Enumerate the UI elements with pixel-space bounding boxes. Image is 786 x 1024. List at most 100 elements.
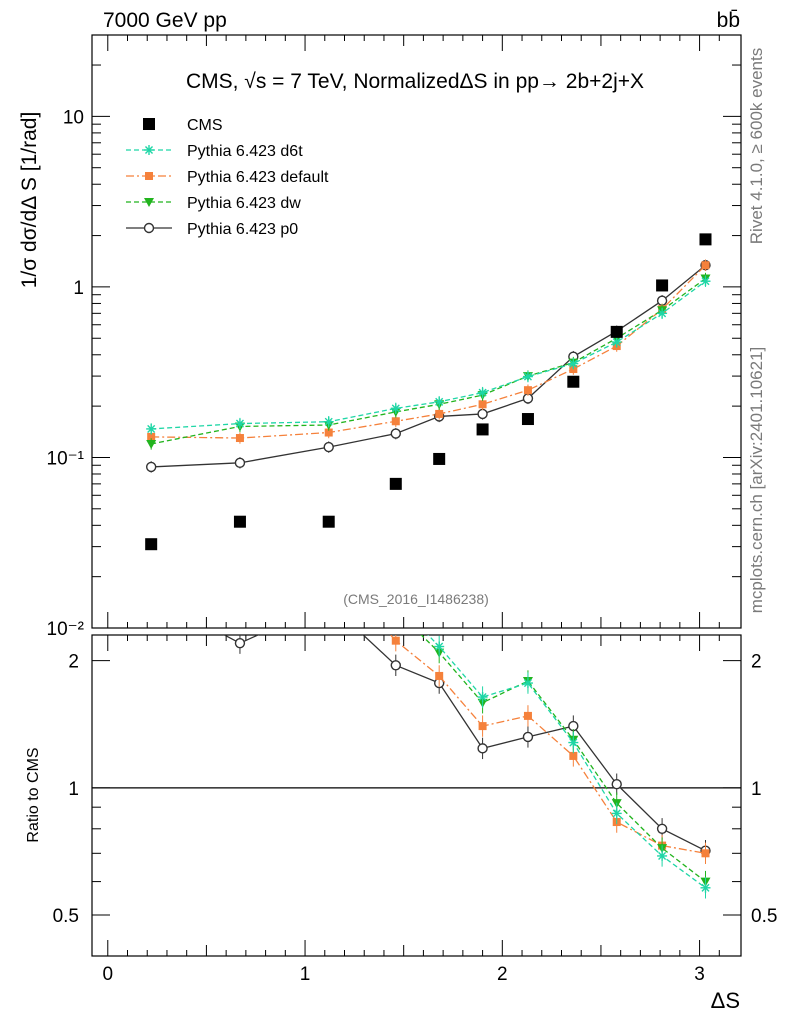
x-tick-label: 0 bbox=[102, 964, 113, 985]
ratio-point bbox=[569, 751, 578, 760]
data-point bbox=[611, 337, 622, 348]
legend-label: Pythia 6.423 default bbox=[187, 169, 329, 186]
data-point bbox=[476, 423, 489, 436]
ratio-pythia-6-423-d6t bbox=[146, 499, 711, 899]
ratio-point bbox=[523, 711, 532, 720]
ratio-point bbox=[522, 731, 534, 743]
legend-label: Pythia 6.423 d6t bbox=[187, 143, 303, 160]
data-point bbox=[234, 418, 245, 429]
data-point bbox=[145, 538, 158, 551]
main-axis-ticks bbox=[92, 34, 741, 629]
x-tick-label: 2 bbox=[497, 964, 508, 985]
data-point bbox=[233, 515, 246, 528]
data-point bbox=[701, 261, 710, 270]
ratio-point bbox=[701, 849, 710, 858]
ratio-point bbox=[434, 641, 445, 652]
ratio-line bbox=[427, 635, 706, 889]
main-panel: 10⁻² 10⁻¹ 1 10 1/σ dσ/dΔ S [1/rad] CMS, √s … bbox=[18, 34, 742, 640]
data-point bbox=[478, 400, 487, 409]
data-point bbox=[477, 387, 488, 398]
series-pythia-6-423-p0 bbox=[145, 259, 711, 473]
series-line bbox=[151, 280, 706, 430]
ratio-pythia-6-423-dw bbox=[235, 544, 711, 893]
series-line bbox=[151, 277, 706, 445]
data-point bbox=[322, 515, 335, 528]
ratio-line bbox=[389, 635, 706, 854]
legend-item: Pythia 6.423 default bbox=[126, 169, 329, 186]
data-point bbox=[521, 413, 534, 426]
series-line bbox=[151, 264, 706, 439]
main-y-tick-labels: 10⁻² 10⁻¹ 1 10 bbox=[47, 107, 85, 640]
ratio-pythia-6-423-p0 bbox=[147, 592, 711, 862]
ratio-point bbox=[611, 808, 622, 819]
ratio-ytick-label: 1 bbox=[68, 779, 79, 800]
ratio-ytick-label-right: 0.5 bbox=[751, 906, 777, 927]
data-point bbox=[656, 279, 669, 292]
ratio-series bbox=[146, 499, 711, 899]
ratio-point bbox=[477, 692, 488, 703]
ratio-axis-ticks bbox=[92, 635, 741, 957]
data-point bbox=[390, 403, 401, 414]
legend-marker bbox=[143, 118, 155, 130]
ratio-ytick-label: 2 bbox=[68, 652, 79, 673]
data-point bbox=[699, 233, 712, 246]
main-ylabel: 1/σ dσ/dΔ S [1/rad] bbox=[18, 112, 41, 289]
ratio-point bbox=[146, 499, 156, 509]
series-pythia-6-423-d6t bbox=[146, 275, 711, 435]
ratio-point bbox=[324, 544, 334, 553]
ratio-point bbox=[235, 548, 245, 557]
ratio-point bbox=[656, 823, 668, 834]
main-ytick-label: 10⁻² bbox=[47, 619, 85, 640]
ratio-point bbox=[324, 598, 333, 607]
ratio-point bbox=[391, 606, 401, 615]
ratio-point bbox=[236, 576, 244, 584]
legend-item: Pythia 6.423 dw bbox=[126, 195, 301, 212]
main-ytick-label: 10 bbox=[63, 107, 84, 128]
data-point bbox=[657, 308, 668, 319]
header-left: 7000 GeV pp bbox=[103, 9, 227, 32]
series-pythia-6-423-dw bbox=[146, 272, 711, 450]
analysis-label: (CMS_2016_I1486238) bbox=[343, 591, 489, 607]
ratio-point bbox=[147, 592, 156, 601]
main-frame bbox=[91, 34, 742, 629]
main-series bbox=[145, 233, 712, 551]
ratio-point bbox=[235, 540, 245, 550]
data-point bbox=[389, 477, 402, 490]
ratio-point bbox=[391, 636, 400, 645]
header-right: bb̄ bbox=[717, 9, 740, 32]
legend-item: Pythia 6.423 p0 bbox=[126, 221, 298, 238]
ratio-frame bbox=[91, 634, 742, 957]
x-tick-labels: 0 1 2 3 bbox=[102, 964, 704, 985]
data-point bbox=[324, 428, 333, 437]
legend-item: CMS bbox=[143, 117, 223, 134]
xlabel: ΔS bbox=[711, 988, 740, 1013]
series-line bbox=[151, 264, 706, 468]
ratio-point bbox=[325, 563, 333, 571]
ratio-ytick-label: 0.5 bbox=[53, 906, 79, 927]
data-point bbox=[435, 409, 444, 418]
ratio-ytick-label-right: 2 bbox=[751, 652, 762, 673]
ratio-point bbox=[611, 779, 622, 790]
ratio-point bbox=[568, 737, 579, 748]
legend-marker bbox=[144, 198, 154, 207]
data-point bbox=[522, 371, 533, 382]
ratio-point bbox=[700, 882, 711, 893]
data-point bbox=[146, 439, 157, 449]
data-point bbox=[567, 375, 580, 388]
data-point bbox=[146, 423, 157, 434]
ratio-ytick-label-right: 1 bbox=[751, 779, 762, 800]
ratio-point bbox=[478, 722, 487, 731]
data-point bbox=[147, 432, 156, 441]
legend-marker bbox=[145, 172, 153, 180]
ratio-point bbox=[477, 743, 488, 754]
ratio-point bbox=[324, 535, 334, 545]
data-point bbox=[610, 325, 623, 338]
legend-label: Pythia 6.423 p0 bbox=[187, 221, 298, 238]
series-cms bbox=[145, 233, 712, 551]
data-point bbox=[523, 386, 532, 395]
data-point bbox=[568, 358, 579, 369]
ratio-panel: 0.5 0.5 1 1 2 2 0 1 2 3 Ratio to CMS ΔS bbox=[25, 499, 777, 1013]
data-point bbox=[323, 441, 334, 453]
ratio-point bbox=[390, 660, 401, 671]
